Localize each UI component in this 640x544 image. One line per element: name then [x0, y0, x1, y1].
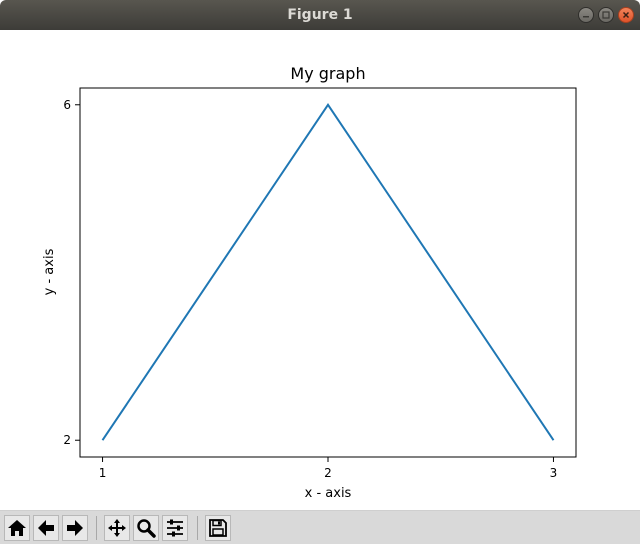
navigation-toolbar — [0, 510, 640, 544]
chart-title: My graph — [290, 64, 365, 83]
arrow-left-icon — [38, 520, 54, 536]
line-chart: My graph 1 2 3 2 6 x - axis y - axis — [42, 64, 577, 501]
minimize-button[interactable] — [578, 7, 594, 23]
close-button[interactable] — [618, 7, 634, 23]
close-icon — [622, 11, 630, 19]
title-bar[interactable]: Figure 1 — [0, 0, 640, 30]
floppy-icon — [209, 519, 227, 537]
axes-frame — [79, 87, 577, 458]
zoom-button[interactable] — [133, 515, 159, 541]
y-axis-label: y - axis — [42, 248, 57, 295]
maximize-icon — [602, 11, 610, 19]
toolbar-separator — [197, 516, 198, 540]
axis-ticks: 1 2 3 2 6 — [63, 98, 557, 480]
maximize-button[interactable] — [598, 7, 614, 23]
sliders-icon — [167, 519, 183, 537]
window-title: Figure 1 — [287, 7, 353, 23]
y-tick-label: 2 — [63, 433, 71, 447]
y-tick-label: 6 — [63, 98, 71, 112]
save-button[interactable] — [205, 515, 231, 541]
home-icon — [8, 520, 26, 536]
forward-button[interactable] — [62, 515, 88, 541]
toolbar-separator — [96, 516, 97, 540]
home-button[interactable] — [4, 515, 30, 541]
pan-button[interactable] — [104, 515, 130, 541]
x-axis-label: x - axis — [305, 486, 352, 501]
x-tick-label: 1 — [99, 466, 107, 480]
back-button[interactable] — [33, 515, 59, 541]
x-tick-label: 2 — [324, 466, 332, 480]
arrow-right-icon — [67, 520, 83, 536]
configure-subplots-button[interactable] — [162, 515, 188, 541]
figure-canvas[interactable]: My graph 1 2 3 2 6 x - axis y - axis — [0, 30, 640, 510]
zoom-icon — [137, 519, 156, 538]
series-line — [101, 103, 555, 441]
minimize-icon — [583, 16, 589, 18]
move-icon — [108, 519, 126, 537]
x-tick-label: 3 — [550, 466, 558, 480]
